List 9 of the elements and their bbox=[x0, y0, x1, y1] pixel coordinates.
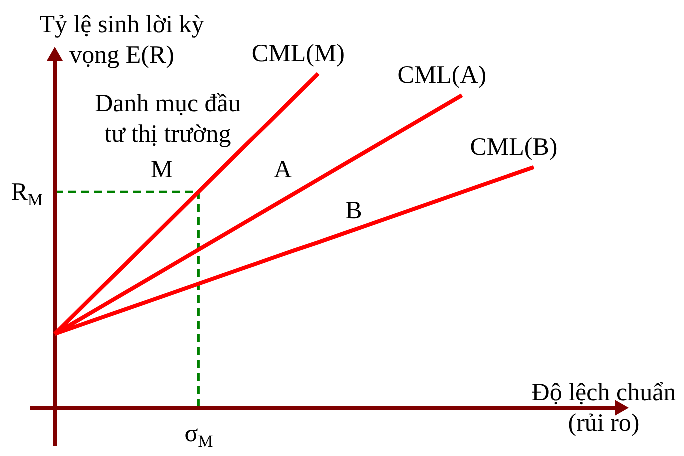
series-label: CML(A) bbox=[398, 62, 487, 90]
series-label: CML(M) bbox=[252, 40, 345, 68]
annotation: Danh mục đầu tư thị trường bbox=[95, 90, 242, 148]
x-axis-title: Độ lệch chuẩn (rủi ro) bbox=[532, 379, 677, 437]
series-label: CML(B) bbox=[470, 134, 558, 161]
y-axis-title: Tỷ lệ sinh lời kỳ vọng E(R) bbox=[40, 11, 205, 69]
annotation: M bbox=[150, 156, 174, 184]
annotation: B bbox=[346, 198, 362, 225]
annotation: A bbox=[274, 156, 292, 184]
